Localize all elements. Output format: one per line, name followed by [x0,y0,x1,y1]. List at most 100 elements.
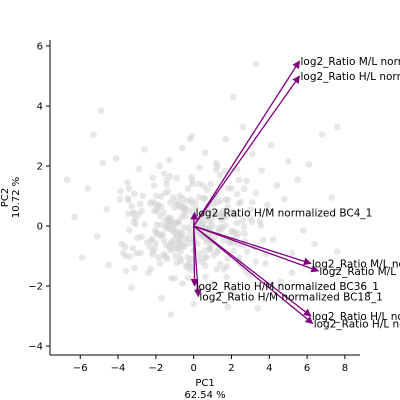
score-point [136,200,144,208]
score-point [311,240,318,248]
score-point [184,274,192,282]
score-point [125,185,133,192]
score-point [259,236,267,244]
score-point [300,227,307,234]
score-point [243,248,251,255]
score-point [84,185,92,192]
loadings-layer [190,60,320,325]
score-point [318,131,326,138]
score-point [264,201,271,209]
score-point [153,221,161,228]
score-point [116,195,124,203]
score-point [247,206,254,213]
loading-vector [193,225,312,317]
score-point [158,232,166,240]
score-point [233,191,241,198]
score-point [179,280,186,287]
score-point [138,233,145,241]
loading-label: log2_Ratio H/L normalized BC18_1 [314,319,400,331]
score-point [138,207,145,214]
score-point [125,210,132,218]
score-point [121,243,129,251]
score-point [207,245,214,253]
score-point [124,179,131,186]
score-point [184,185,192,192]
score-point [129,245,137,252]
loading-label: log2_Ratio M/L normalized BC18_1 [319,266,400,278]
loading-vector [193,60,301,227]
score-point [131,264,138,272]
score-point [257,222,265,229]
score-point [172,252,179,260]
loading-label: log2_Ratio H/M normalized BC4_1 [196,208,373,220]
score-point [241,230,248,237]
score-point [201,262,209,269]
score-point [99,159,107,167]
score-point [249,150,256,158]
score-point [179,195,186,202]
score-point [141,221,148,228]
score-point [252,60,260,68]
score-point [240,185,248,192]
score-point [235,176,243,184]
score-point [281,195,288,203]
loading-label: log2_Ratio M/L normalized BC4_1 [301,56,400,68]
x-tick-label: 4 [266,363,272,374]
y-tick-label: 0 [37,222,43,233]
score-point [173,198,180,205]
score-point [152,227,159,234]
score-point [192,205,200,212]
loading-vector [190,211,199,227]
score-point [131,190,138,198]
score-point [212,166,220,173]
score-point [141,146,148,153]
score-point [201,247,209,254]
score-point [222,135,230,143]
score-point [217,197,224,205]
score-point [269,236,277,243]
x-tick-label: −6 [73,363,88,374]
score-point [267,141,275,149]
score-point [185,224,193,231]
score-point [239,217,246,224]
score-point [185,235,192,242]
score-point [224,184,232,192]
score-point [305,161,313,168]
x-tick-label: −4 [111,363,126,374]
y-axis-variance: 10.72 % [11,177,22,218]
score-point [164,216,171,223]
score-point [125,226,133,234]
score-point [222,222,230,230]
score-point [176,235,184,243]
score-point [112,155,120,162]
score-point [176,203,183,210]
score-point [230,93,237,101]
loading-vector [193,75,301,227]
score-point [126,253,134,260]
score-point [147,237,155,244]
score-point [169,225,176,233]
score-point [216,171,224,179]
score-point [173,174,180,182]
score-point [273,182,281,189]
score-point [71,213,78,221]
score-point [130,218,138,226]
score-point [204,186,211,194]
score-point [196,250,204,257]
loading-vector [193,225,320,273]
score-point [156,162,163,170]
score-point [252,258,260,265]
x-axis-variance: 62.54 % [184,390,225,400]
score-point [254,305,262,312]
score-point [166,173,174,180]
score-point [288,269,296,276]
score-point [164,188,172,195]
score-point [187,266,194,274]
score-point [224,203,231,210]
score-point [186,259,193,267]
score-point [328,194,335,201]
loading-label: log2_Ratio H/M normalized BC18_1 [199,292,382,304]
score-point [170,204,178,211]
score-point [202,273,209,281]
score-point [240,223,248,230]
